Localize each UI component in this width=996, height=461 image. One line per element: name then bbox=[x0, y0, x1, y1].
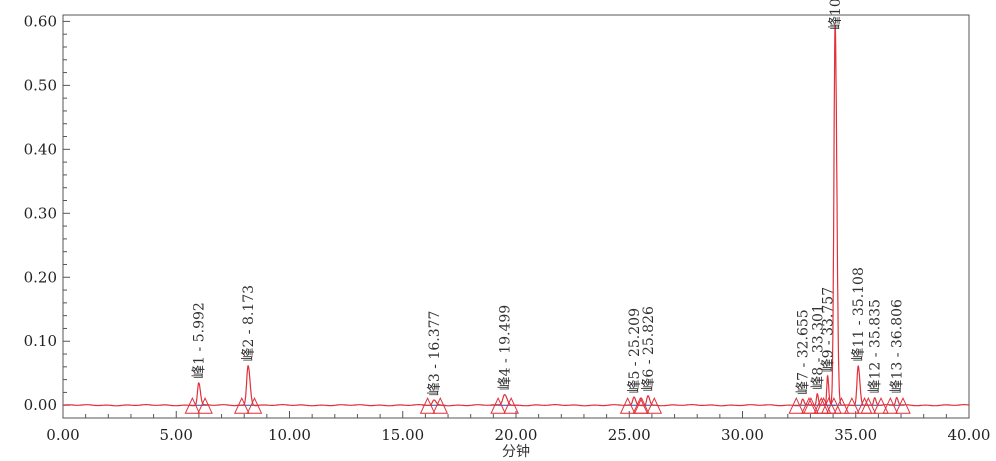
peak-marker bbox=[197, 397, 213, 414]
peak-label: 峰3 - 16.377 bbox=[427, 311, 443, 397]
peak-label: 峰2 - 8.173 bbox=[241, 285, 257, 362]
peak-marker bbox=[873, 397, 889, 414]
y-tick-label: 0.40 bbox=[24, 140, 57, 158]
peak-label: 峰12 - 35.835 bbox=[868, 299, 884, 393]
x-tick-label: 5.00 bbox=[160, 426, 193, 444]
peak-label: 峰6 - 25.826 bbox=[641, 306, 657, 392]
peak-marker bbox=[246, 397, 263, 414]
peak-marker bbox=[788, 397, 805, 414]
peak-label: 峰11 - 35.108 bbox=[851, 267, 867, 361]
peak-marker bbox=[882, 397, 899, 414]
peak-marker bbox=[503, 397, 519, 414]
y-tick-label: 0.50 bbox=[24, 76, 57, 94]
peak-marker bbox=[833, 397, 850, 414]
peak-marker bbox=[646, 397, 663, 414]
y-axis: 0.00 0.10 0.20 0.30 0.40 0.50 0.60 bbox=[24, 12, 70, 414]
y-tick-label: 0.00 bbox=[24, 396, 57, 414]
x-tick-label: 35.00 bbox=[834, 426, 877, 444]
x-tick-label: 10.00 bbox=[268, 426, 311, 444]
peak-marker bbox=[419, 397, 436, 414]
peak-marker bbox=[619, 397, 636, 414]
x-axis: 0.00 5.00 10.00 15.00 20.00 25.00 30.00 35.00 40… bbox=[46, 411, 990, 444]
x-tick-label: 0.00 bbox=[46, 426, 79, 444]
y-tick-label: 0.20 bbox=[24, 268, 57, 286]
y-tick-label: 0.60 bbox=[24, 12, 57, 30]
peak-label: 峰9 - 33.757 bbox=[821, 287, 837, 373]
chromatogram-trace bbox=[63, 24, 970, 407]
peak-label: 峰7 - 32.655 bbox=[796, 309, 812, 395]
x-axis-title: 分钟 bbox=[502, 443, 530, 460]
y-tick-label: 0.30 bbox=[24, 204, 57, 222]
peak-label: 峰4 - 19.499 bbox=[498, 305, 514, 391]
peak-marker bbox=[895, 397, 911, 414]
peak-labels: 峰1 - 5.992 峰2 - 8.173 峰3 - 16.377 峰4 - 19.4… bbox=[192, 0, 906, 396]
x-tick-label: 15.00 bbox=[381, 426, 424, 444]
peak-marker bbox=[432, 397, 449, 414]
peak-label: 峰8 - 33.301 bbox=[810, 304, 826, 390]
plot-frame bbox=[62, 14, 970, 419]
peak-marker bbox=[821, 397, 837, 414]
peak-marker bbox=[860, 397, 877, 414]
peak-marker bbox=[184, 397, 201, 414]
peak-label: 峰13 - 36.806 bbox=[890, 299, 906, 394]
peak-label: 峰10 - 34.090 bbox=[828, 0, 844, 30]
x-tick-label: 40.00 bbox=[948, 426, 991, 444]
peak-marker bbox=[803, 397, 819, 414]
peak-label: 峰1 - 5.992 bbox=[192, 302, 208, 379]
peak-markers bbox=[184, 397, 911, 414]
peak-label: 峰5 - 25.209 bbox=[627, 308, 643, 394]
x-tick-label: 20.00 bbox=[495, 426, 538, 444]
peak-marker bbox=[633, 397, 650, 414]
x-tick-label: 30.00 bbox=[721, 426, 764, 444]
y-tick-label: 0.10 bbox=[24, 332, 57, 350]
peak-marker bbox=[844, 397, 860, 414]
x-tick-label: 25.00 bbox=[608, 426, 651, 444]
peak-marker bbox=[233, 397, 250, 414]
peak-marker bbox=[490, 397, 506, 414]
